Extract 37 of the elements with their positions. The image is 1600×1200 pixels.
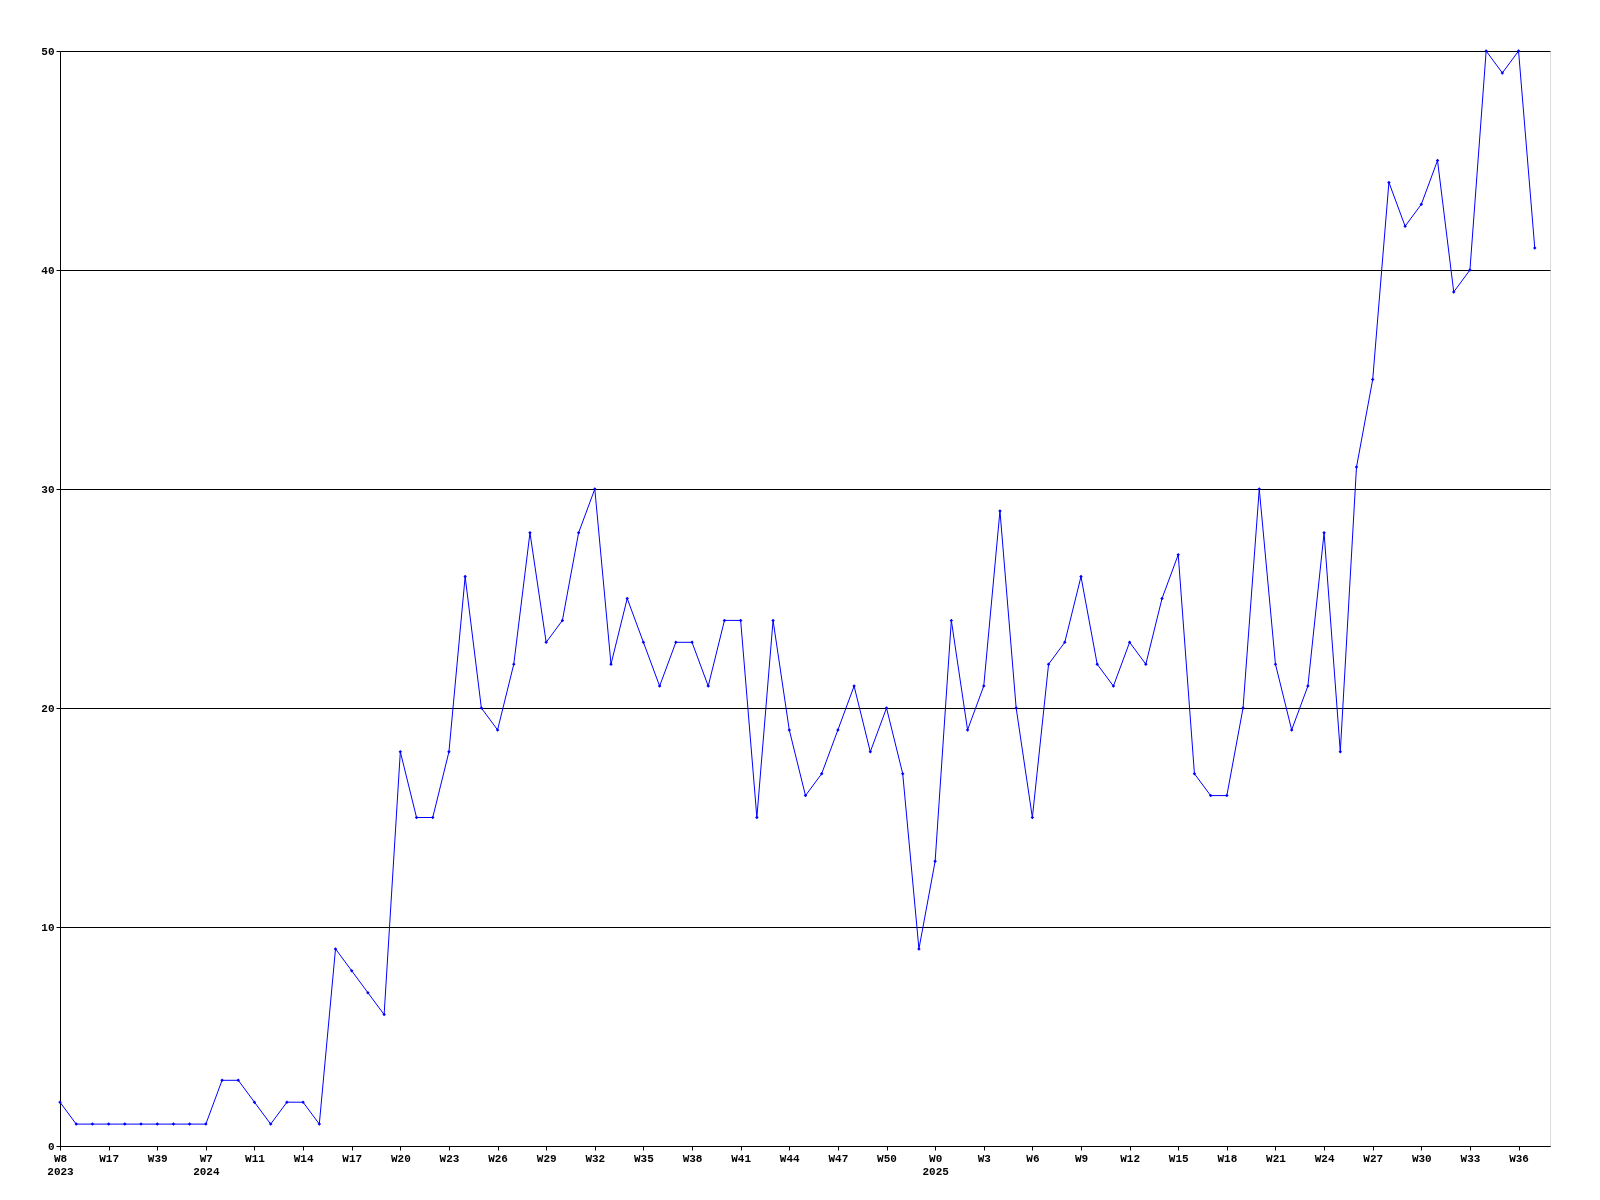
x-tick-label: W33: [1460, 1152, 1481, 1165]
x-tick-label: W8 2023: [47, 1152, 75, 1178]
x-tick-label: W39: [147, 1152, 168, 1165]
x-tick-label: W30: [1411, 1152, 1432, 1165]
y-tick-label: 20: [41, 702, 55, 715]
y-tick-label: 10: [41, 921, 55, 934]
x-tick-label: W38: [682, 1152, 703, 1165]
x-tick-label: W47: [828, 1152, 849, 1165]
x-tick-label: W17: [99, 1152, 120, 1165]
x-tick-label: W27: [1363, 1152, 1384, 1165]
x-tick-label: W44: [779, 1152, 801, 1165]
y-tick-label: 40: [41, 264, 55, 277]
x-tick-label: W17: [342, 1152, 363, 1165]
x-tick-label: W23: [439, 1152, 460, 1165]
x-tick-label: W7 2024: [193, 1152, 220, 1178]
x-tick-label: W21: [1266, 1152, 1287, 1165]
x-tick-label: W9: [1074, 1152, 1089, 1165]
x-tick-label: W14: [293, 1152, 314, 1165]
x-tick-label: W26: [488, 1152, 508, 1165]
x-tick-label: W20: [390, 1152, 411, 1165]
x-tick-label: W32: [585, 1152, 606, 1165]
x-tick-label: W15: [1168, 1152, 1190, 1165]
x-tick-label: W35: [634, 1152, 655, 1165]
x-tick-label: W29: [536, 1152, 557, 1165]
x-tick-label: W18: [1217, 1152, 1238, 1165]
x-tick-label: W6: [1026, 1152, 1040, 1165]
x-tick-label: W12: [1120, 1152, 1141, 1165]
x-tick-label: W3: [977, 1152, 992, 1165]
x-tick-label: W0 2025: [922, 1152, 950, 1178]
y-tick-label: 30: [41, 483, 55, 496]
x-tick-label: W24: [1314, 1152, 1335, 1165]
x-tick-label: W50: [877, 1152, 897, 1165]
x-tick-label: W36: [1509, 1152, 1529, 1165]
x-tick-label: W11: [245, 1152, 266, 1165]
y-tick-label: 0: [47, 1140, 55, 1153]
y-tick-label: 50: [41, 45, 55, 58]
x-tick-label: W41: [731, 1152, 752, 1165]
